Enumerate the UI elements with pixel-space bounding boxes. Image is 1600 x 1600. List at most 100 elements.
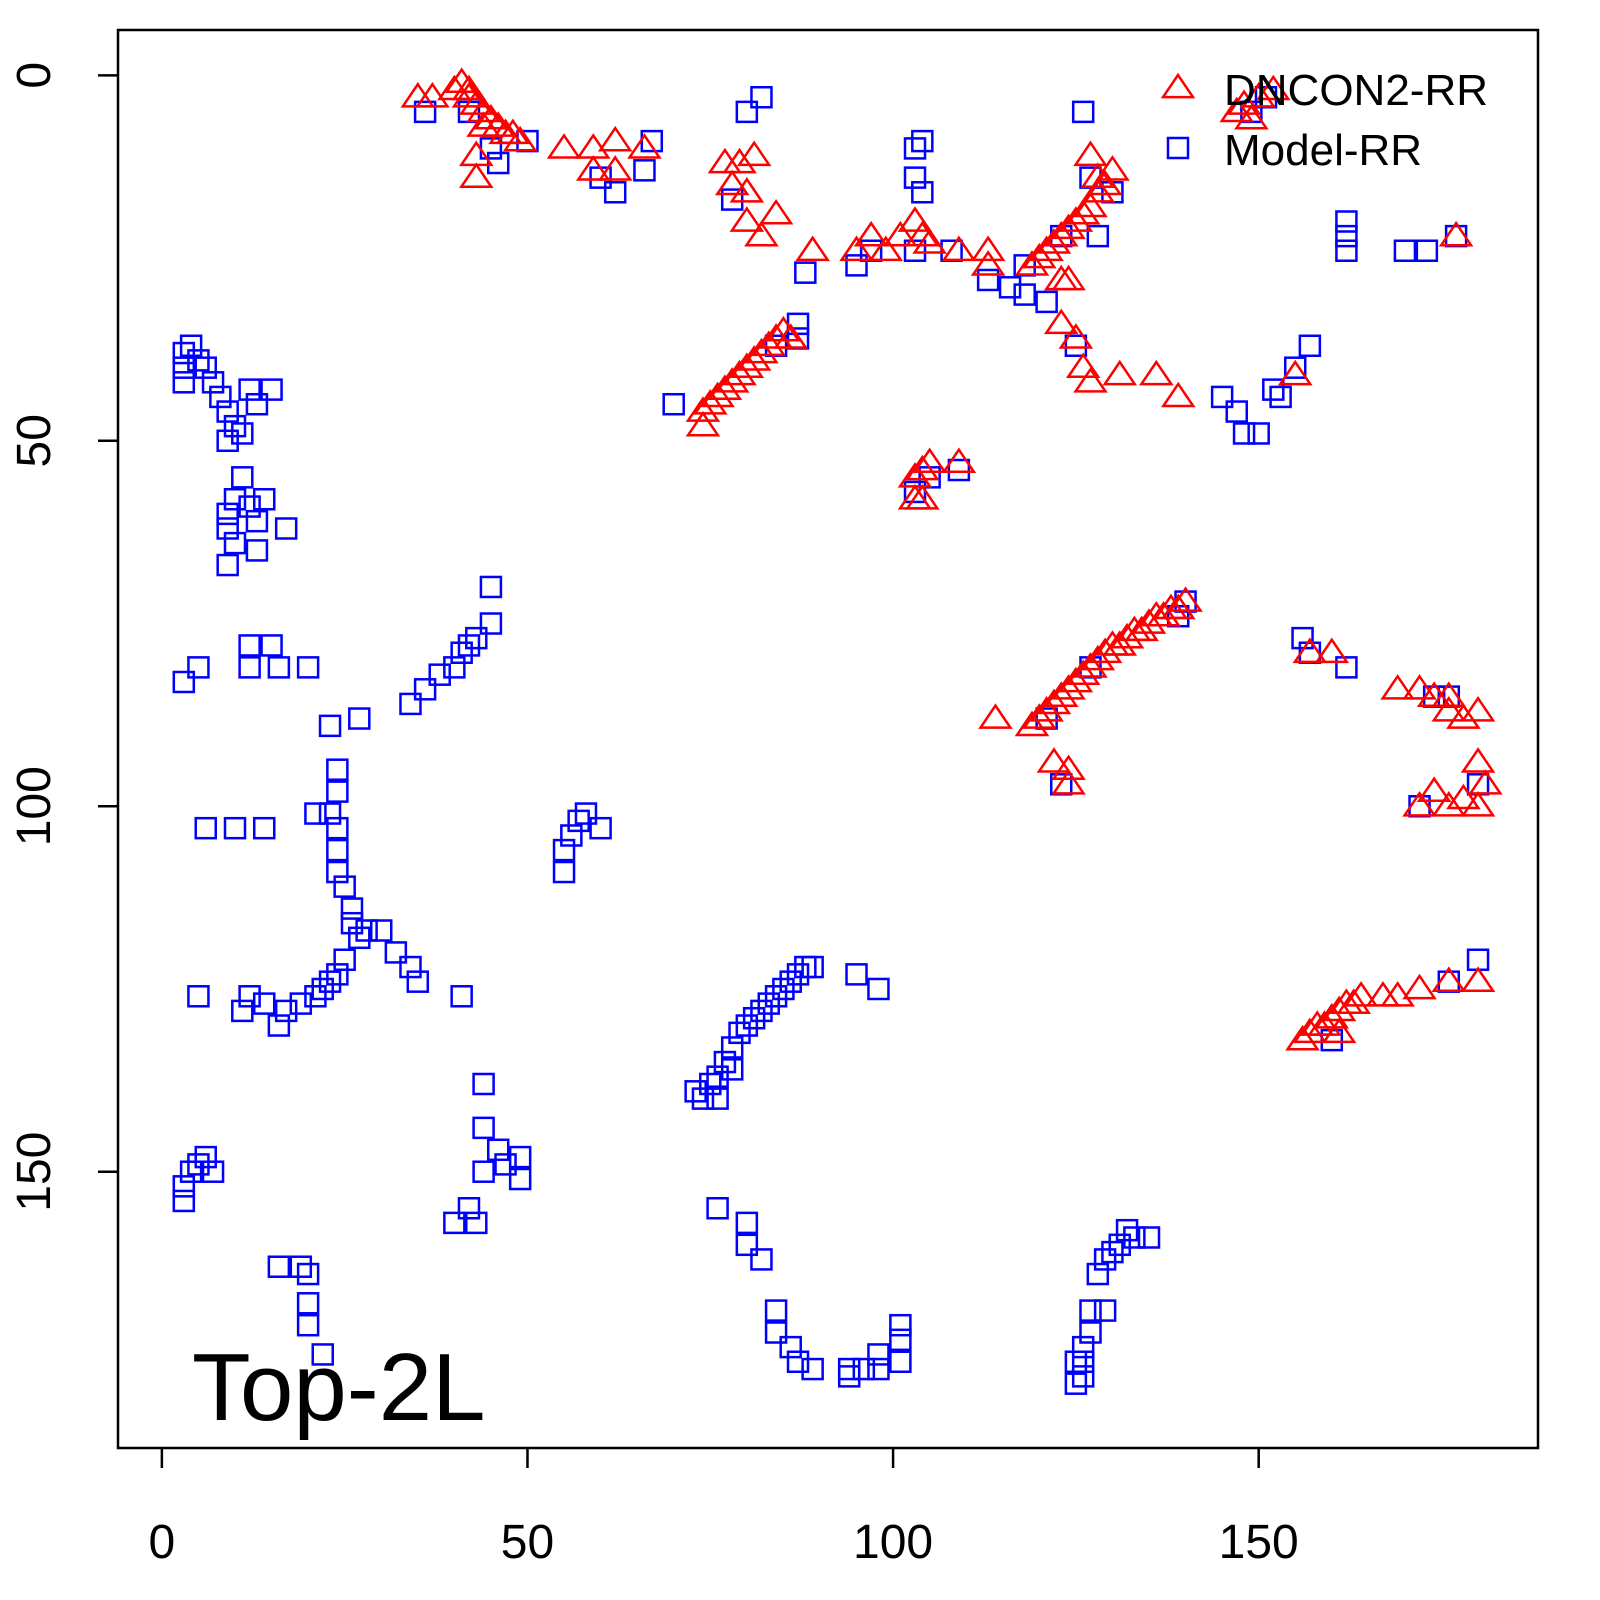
triangle-marker — [546, 133, 582, 159]
triangle-marker — [1321, 1017, 1357, 1044]
square-marker — [172, 371, 196, 394]
triangle-marker — [692, 389, 728, 415]
square-marker — [348, 926, 371, 950]
triangle-marker — [1087, 637, 1123, 664]
square-marker — [750, 1248, 773, 1271]
square-marker — [1137, 1226, 1161, 1249]
square-marker — [457, 634, 481, 657]
square-marker — [589, 816, 612, 840]
triangle-marker — [905, 220, 940, 247]
triangle-marker — [729, 206, 765, 232]
square-marker — [252, 816, 276, 840]
square-marker — [750, 85, 773, 109]
triangle-marker — [1460, 695, 1496, 722]
square-marker — [845, 963, 868, 986]
square-marker — [1115, 1218, 1139, 1242]
square-marker — [772, 977, 795, 1001]
square-marker — [947, 458, 971, 482]
triangle-marker — [868, 235, 904, 262]
square-marker — [318, 970, 342, 993]
square-marker — [603, 181, 627, 204]
square-marker — [486, 151, 510, 175]
triangle-marker — [1029, 695, 1064, 722]
triangle-marker — [1043, 681, 1079, 707]
square-marker — [1291, 626, 1314, 650]
square-marker — [465, 626, 488, 650]
square-marker — [494, 1153, 517, 1176]
square-marker — [348, 707, 371, 730]
triangle-marker — [1058, 323, 1094, 349]
triangle-marker — [970, 250, 1006, 276]
square-marker — [779, 1335, 802, 1359]
y-tick-label: 150 — [8, 1132, 61, 1212]
square-marker — [267, 656, 291, 679]
square-marker — [216, 517, 239, 540]
square-marker — [399, 955, 422, 979]
triangle-marker — [1255, 74, 1291, 101]
square-marker — [252, 488, 276, 511]
square-marker — [201, 1160, 225, 1183]
square-marker — [1013, 283, 1036, 306]
square-marker — [194, 1145, 217, 1169]
triangle-marker — [502, 125, 538, 152]
square-marker — [867, 1343, 890, 1366]
triangle-marker — [905, 454, 940, 481]
triangle-marker — [1226, 89, 1262, 115]
triangle-marker — [1431, 681, 1467, 707]
square-marker — [187, 656, 210, 679]
square-marker — [735, 1014, 759, 1037]
triangle-marker — [458, 89, 494, 115]
square-marker — [1093, 1299, 1117, 1322]
square-marker — [245, 392, 269, 416]
legend-marker — [1166, 136, 1190, 160]
triangle-marker — [1073, 652, 1108, 678]
triangle-marker — [736, 345, 772, 371]
square-marker — [764, 985, 788, 1008]
plot-frame — [116, 28, 1540, 1450]
square-marker — [413, 678, 437, 701]
square-marker — [172, 356, 196, 379]
square-marker — [479, 575, 503, 599]
y-tick-label: 50 — [8, 414, 61, 467]
triangle-marker — [451, 74, 487, 101]
triangle-marker — [853, 220, 889, 247]
square-marker — [194, 356, 217, 379]
triangle-marker — [1087, 169, 1123, 196]
square-marker — [355, 919, 378, 942]
triangle-marker — [458, 162, 494, 188]
triangle-marker — [1058, 206, 1094, 232]
square-marker — [296, 656, 320, 679]
square-marker — [296, 1262, 320, 1286]
square-marker — [326, 780, 349, 803]
triangle-marker — [685, 410, 721, 437]
square-marker — [911, 129, 934, 153]
triangle-marker — [758, 198, 794, 225]
square-marker — [837, 1357, 861, 1381]
triangle-marker — [912, 447, 947, 474]
square-marker — [326, 860, 349, 884]
square-marker — [311, 977, 334, 1001]
square-marker — [457, 1197, 481, 1220]
square-marker — [450, 985, 473, 1008]
triangle-marker — [1431, 695, 1467, 722]
square-marker — [252, 992, 276, 1015]
triangle-marker — [1022, 703, 1057, 729]
square-marker — [867, 977, 890, 1001]
triangle-marker — [1109, 622, 1145, 649]
triangle-marker — [1468, 769, 1503, 795]
triangle-marker — [941, 235, 977, 262]
square-marker — [1071, 1365, 1095, 1388]
square-marker — [369, 919, 393, 942]
triangle-marker — [1065, 659, 1101, 686]
triangle-marker — [1102, 359, 1138, 386]
square-marker — [552, 838, 576, 862]
square-marker — [172, 1175, 196, 1198]
triangle-marker — [1058, 666, 1094, 693]
square-marker — [852, 1357, 876, 1381]
square-marker — [720, 1058, 744, 1081]
triangle-marker — [1438, 220, 1474, 247]
square-marker — [1247, 422, 1270, 445]
square-marker — [274, 517, 298, 540]
triangle-marker — [444, 67, 479, 93]
triangle-marker — [714, 169, 750, 196]
